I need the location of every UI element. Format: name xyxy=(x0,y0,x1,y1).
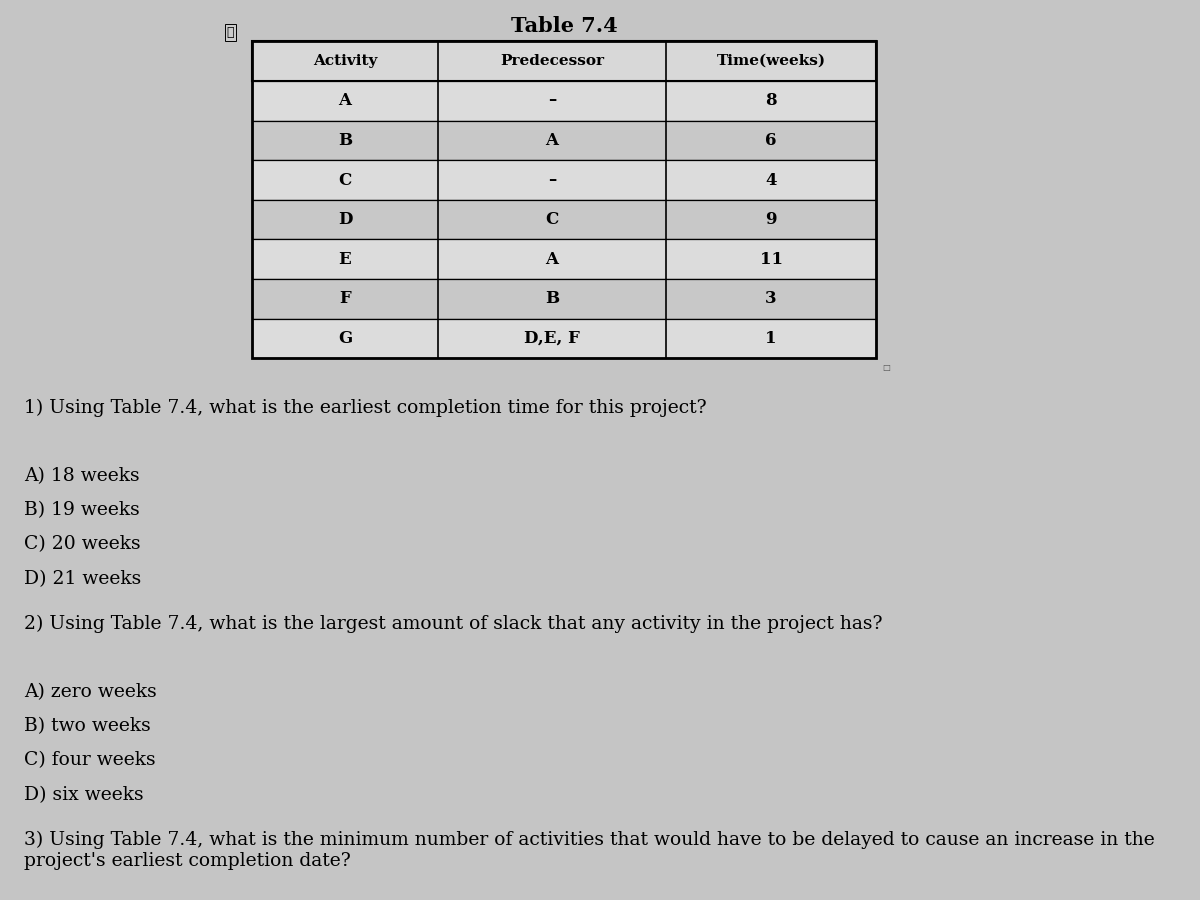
Text: D,E, F: D,E, F xyxy=(524,330,580,346)
Text: A: A xyxy=(338,93,352,109)
Text: 9: 9 xyxy=(766,212,776,228)
Text: C) four weeks: C) four weeks xyxy=(24,752,156,770)
Text: B: B xyxy=(545,291,559,307)
Text: □: □ xyxy=(882,363,890,372)
Text: 3: 3 xyxy=(766,291,776,307)
Text: A) 18 weeks: A) 18 weeks xyxy=(24,467,139,485)
Text: 8: 8 xyxy=(766,93,776,109)
Bar xyxy=(252,319,876,358)
Text: 1: 1 xyxy=(766,330,776,346)
Text: G: G xyxy=(338,330,352,346)
Text: C) 20 weeks: C) 20 weeks xyxy=(24,536,140,554)
Text: Predecessor: Predecessor xyxy=(500,54,604,68)
Text: D) six weeks: D) six weeks xyxy=(24,786,144,804)
Text: B: B xyxy=(338,132,352,148)
Text: A: A xyxy=(546,251,558,267)
Text: B) two weeks: B) two weeks xyxy=(24,717,151,735)
Text: D: D xyxy=(337,212,353,228)
Text: 1) Using Table 7.4, what is the earliest completion time for this project?: 1) Using Table 7.4, what is the earliest… xyxy=(24,399,707,417)
Bar xyxy=(252,160,876,200)
Bar xyxy=(252,40,876,358)
Text: ⌖: ⌖ xyxy=(227,26,234,39)
Text: C: C xyxy=(545,212,559,228)
Text: Table 7.4: Table 7.4 xyxy=(511,16,617,36)
Bar xyxy=(252,40,876,81)
Text: Activity: Activity xyxy=(313,54,377,68)
Bar xyxy=(252,121,876,160)
Bar xyxy=(252,200,876,239)
Text: E: E xyxy=(338,251,352,267)
Text: B) 19 weeks: B) 19 weeks xyxy=(24,501,139,519)
Text: 2) Using Table 7.4, what is the largest amount of slack that any activity in the: 2) Using Table 7.4, what is the largest … xyxy=(24,615,882,633)
Text: A: A xyxy=(546,132,558,148)
Text: 11: 11 xyxy=(760,251,782,267)
Text: A) zero weeks: A) zero weeks xyxy=(24,683,157,701)
Bar xyxy=(252,81,876,121)
Bar xyxy=(252,279,876,319)
Text: –: – xyxy=(548,93,556,109)
Text: 4: 4 xyxy=(766,172,776,188)
Text: C: C xyxy=(338,172,352,188)
Text: 6: 6 xyxy=(766,132,776,148)
Text: 3) Using Table 7.4, what is the minimum number of activities that would have to : 3) Using Table 7.4, what is the minimum … xyxy=(24,831,1154,869)
Text: F: F xyxy=(340,291,350,307)
Text: D) 21 weeks: D) 21 weeks xyxy=(24,570,142,588)
Text: –: – xyxy=(548,172,556,188)
Bar xyxy=(252,239,876,279)
Text: Time(weeks): Time(weeks) xyxy=(716,54,826,68)
